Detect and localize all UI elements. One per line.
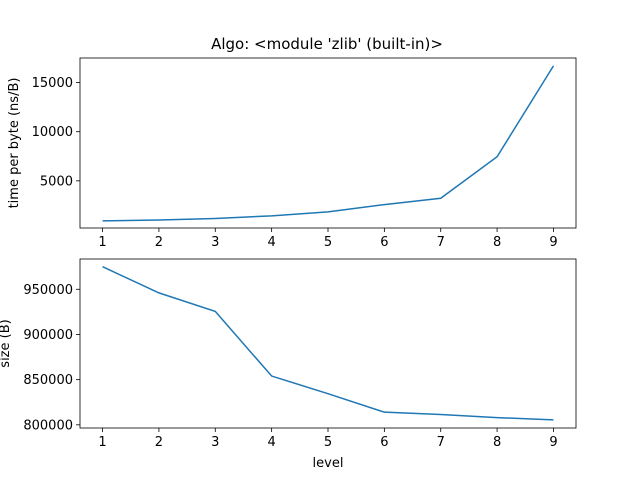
x-tick-label: 9 <box>549 435 557 450</box>
x-tick-label: 1 <box>98 235 106 250</box>
series-line <box>102 65 555 222</box>
y-tick-label: 900000 <box>23 328 73 343</box>
x-tick-label: 2 <box>155 435 163 450</box>
y-tick-label: 5000 <box>40 174 73 189</box>
y-tick-label: 15000 <box>32 76 73 91</box>
subplot-2: 1 2 3 4 5 6 7 8 9 800000 850000 900000 950000 size (B… <box>0 258 577 471</box>
y-tick-label: 10000 <box>32 125 73 140</box>
x-tick-label: 3 <box>211 235 219 250</box>
x-tick-label: 4 <box>267 235 275 250</box>
x-tick-label: 7 <box>437 235 445 250</box>
x-tick-label: 9 <box>549 235 557 250</box>
x-axis-label: level <box>313 456 344 471</box>
x-tick-label: 3 <box>211 435 219 450</box>
y-axis-label: size (B) <box>0 319 13 367</box>
y-axis-label: time per byte (ns/B) <box>7 78 22 209</box>
x-tick-label: 2 <box>155 235 163 250</box>
y-tick-label: 950000 <box>23 283 73 298</box>
plot-frame <box>79 258 577 429</box>
x-tick-label: 5 <box>324 435 332 450</box>
x-tick-label: 4 <box>267 435 275 450</box>
x-tick-label: 6 <box>380 435 388 450</box>
y-tick-label: 800000 <box>23 418 73 433</box>
x-tick-label: 1 <box>98 435 106 450</box>
chart-title: Algo: <module 'zlib' (built-in)> <box>211 35 443 53</box>
series-line <box>102 265 554 421</box>
x-tick-label: 8 <box>493 235 501 250</box>
subplot-1: 1 2 3 4 5 6 7 8 9 5000 10000 15000 time per byte (ns… <box>7 57 577 250</box>
x-tick-label: 6 <box>380 235 388 250</box>
y-tick-label: 850000 <box>23 373 73 388</box>
x-tick-label: 5 <box>324 235 332 250</box>
plot-frame <box>79 57 577 229</box>
x-tick-label: 8 <box>493 435 501 450</box>
x-tick-label: 7 <box>437 435 445 450</box>
